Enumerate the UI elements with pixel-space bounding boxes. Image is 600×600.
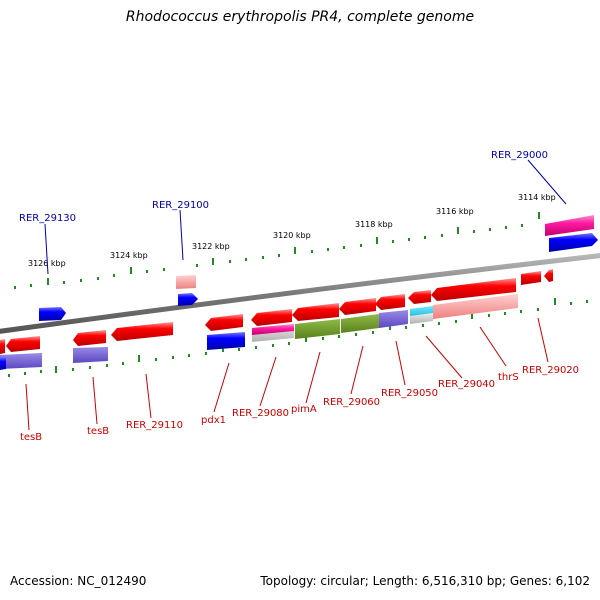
gene-label[interactable]: RER_29130 [19, 213, 76, 224]
gene-arrow[interactable] [207, 332, 245, 350]
genome-summary-text: Topology: circular; Length: 6,516,310 bp… [260, 574, 590, 588]
scale-label: 3120 kbp [273, 231, 311, 240]
gene-arrow[interactable] [39, 307, 66, 321]
scale-track-upper [14, 212, 540, 289]
gene-arrow[interactable] [0, 339, 5, 354]
gene-arrow[interactable] [251, 309, 292, 326]
gene-arrow[interactable] [176, 275, 196, 289]
gene-arrow[interactable] [73, 347, 108, 363]
gene-label[interactable]: RER_29080 [232, 408, 289, 419]
gene-arrow[interactable] [410, 313, 433, 324]
genome-backbone [0, 253, 600, 334]
gene-label[interactable]: RER_29100 [152, 200, 209, 211]
gene-label[interactable]: pimA [291, 404, 317, 415]
gene-arrow[interactable] [252, 324, 294, 335]
gene-arrow[interactable] [521, 271, 541, 285]
gene-label[interactable]: RER_29050 [381, 388, 438, 399]
scale-label: 3124 kbp [110, 251, 148, 260]
gene-arrow[interactable] [408, 290, 431, 304]
accession-text: Accession: NC_012490 [10, 574, 147, 588]
feature-row-upper [39, 215, 598, 321]
gene-arrow[interactable] [73, 330, 106, 346]
gene-label[interactable]: RER_29000 [491, 150, 548, 161]
gene-arrow[interactable] [0, 357, 6, 370]
scale-track-lower [8, 298, 588, 377]
gene-arrow[interactable] [375, 294, 405, 310]
gene-label[interactable]: RER_29020 [522, 365, 579, 376]
gene-arrow[interactable] [295, 319, 340, 339]
gene-arrow[interactable] [292, 303, 339, 321]
genome-title: Rhodococcus erythropolis PR4, complete g… [125, 9, 475, 25]
gene-arrow[interactable] [178, 293, 198, 306]
gene-arrow[interactable] [111, 322, 173, 341]
gene-arrow[interactable] [549, 233, 598, 252]
gene-arrow[interactable] [379, 310, 408, 328]
scale-label: 3114 kbp [518, 193, 556, 202]
gene-arrow[interactable] [341, 314, 379, 333]
gene-label[interactable]: RER_29040 [438, 379, 495, 390]
scale-label: 3126 kbp [28, 259, 66, 268]
gene-label[interactable]: pdx1 [201, 415, 226, 426]
gene-label[interactable]: tesB [20, 432, 42, 443]
gene-arrow[interactable] [431, 278, 516, 301]
gene-label[interactable]: RER_29060 [323, 397, 380, 408]
feature-row-lower [0, 269, 553, 370]
scale-label: 3122 kbp [192, 242, 230, 251]
label-leaders [25, 159, 567, 431]
gene-arrow[interactable] [433, 294, 518, 319]
scale-label: 3116 kbp [436, 207, 474, 216]
gene-label[interactable]: tesB [87, 426, 109, 437]
gene-arrow[interactable] [339, 298, 376, 315]
gene-label[interactable]: thrS [498, 372, 519, 383]
gene-arrow[interactable] [6, 336, 40, 352]
scale-label: 3118 kbp [355, 220, 393, 229]
gene-arrow[interactable] [0, 353, 42, 369]
gene-arrow[interactable] [544, 269, 553, 282]
gene-arrow[interactable] [205, 314, 243, 331]
gene-label[interactable]: RER_29110 [126, 420, 183, 431]
gene-arrow[interactable] [545, 215, 594, 236]
